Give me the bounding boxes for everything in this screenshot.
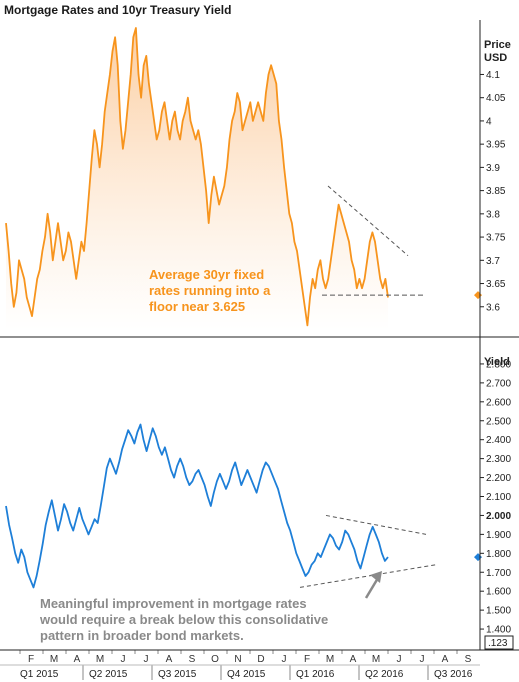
yield-current-label: .123 [488, 638, 508, 649]
yield-tick-label: 2.200 [486, 473, 511, 484]
price-tick-label: 3.8 [486, 209, 500, 220]
quarter-label: Q2 2015 [89, 669, 128, 680]
yield-tick-label: 2.100 [486, 492, 511, 503]
price-axis-title: USD [484, 52, 507, 64]
yield-tick-label: 2.600 [486, 397, 511, 408]
yield-lower-trendline [299, 564, 437, 588]
yield-tick-label: 2.000 [486, 511, 511, 522]
price-axis-title: Price [484, 39, 511, 51]
yield-tick-label: 2.300 [486, 454, 511, 465]
month-label: J [282, 654, 287, 665]
arrow-shaft [364, 577, 380, 599]
price-tick-label: 3.75 [486, 233, 506, 244]
mortgage-rate-line [5, 27, 389, 327]
month-label: J [420, 654, 425, 665]
yield-tick-label: 2.500 [486, 416, 511, 427]
arrow-head-icon [370, 571, 382, 583]
quarter-label: Q4 2015 [227, 669, 266, 680]
month-label: O [211, 654, 219, 665]
upper-annotation-line-1: Average 30yr fixed [149, 267, 264, 282]
month-label: F [304, 654, 310, 665]
mortgage-rate-area [6, 28, 388, 330]
yield-tick-label: 2.800 [486, 359, 511, 370]
yield-tick-label: 1.400 [486, 625, 511, 636]
upper-annotation-line-3: floor near 3.625 [149, 299, 245, 314]
price-tick-label: 3.7 [486, 256, 500, 267]
month-label: M [96, 654, 104, 665]
yield-tick-label: 2.700 [486, 378, 511, 389]
month-label: M [326, 654, 334, 665]
month-label: A [442, 654, 449, 665]
yield-tick-label: 1.600 [486, 587, 511, 598]
month-label: J [144, 654, 149, 665]
yield-tick-label: 1.500 [486, 606, 511, 617]
lower-annotation-line-1: Meaningful improvement in mortgage rates [40, 596, 307, 611]
month-label: N [234, 654, 241, 665]
lower-panel: 1.400 1.500 1.600 1.700 1.800 1.900 2.000 2.100… [5, 356, 511, 636]
month-label: A [74, 654, 81, 665]
month-label: A [166, 654, 173, 665]
quarter-label: Q1 2015 [20, 669, 59, 680]
price-tick-label: 3.6 [486, 302, 500, 313]
x-axis: F M A M J J A S O N D J F M A M J J A S Q1 2015 Q2 2015 Q3 201… [19, 650, 473, 680]
upper-resistance-trendline [327, 185, 409, 257]
yield-tick-label: 1.800 [486, 549, 511, 560]
price-tick-label: 3.95 [486, 140, 506, 151]
price-tick-label: 4 [486, 116, 492, 127]
month-label: M [372, 654, 380, 665]
price-tick-label: 3.9 [486, 163, 500, 174]
yield-tick-label: 1.900 [486, 530, 511, 541]
price-tick-label: 3.65 [486, 279, 506, 290]
month-label: M [50, 654, 58, 665]
month-label: J [397, 654, 402, 665]
month-label: S [189, 654, 196, 665]
yield-upper-trendline [325, 514, 427, 535]
upper-annotation-line-2: rates running into a [149, 283, 271, 298]
yield-tick-label: 2.400 [486, 435, 511, 446]
month-label: A [350, 654, 357, 665]
price-tick-label: 3.85 [486, 186, 506, 197]
quarter-label: Q2 2016 [365, 669, 404, 680]
yield-current-box [484, 635, 514, 650]
chart-title: Mortgage Rates and 10yr Treasury Yield [4, 3, 231, 17]
lower-annotation-line-3: pattern in broader bond markets. [40, 628, 244, 643]
quarter-label: Q3 2015 [158, 669, 197, 680]
lower-annotation-line-2: would require a break below this consoli… [39, 612, 328, 627]
month-label: D [257, 654, 264, 665]
quarter-label: Q3 2016 [434, 669, 473, 680]
month-label: S [465, 654, 472, 665]
month-label: J [121, 654, 126, 665]
quarter-label: Q1 2016 [296, 669, 335, 680]
price-tick-label: 4.05 [486, 93, 506, 104]
month-label: F [28, 654, 34, 665]
upper-panel: 3.6 3.65 3.7 3.75 3.8 3.85 3.9 3.95 4 4.05 4.1 Pric… [5, 27, 511, 330]
price-tick-label: 4.1 [486, 70, 500, 81]
yield-tick-label: 1.700 [486, 568, 511, 579]
treasury-yield-line [5, 423, 389, 589]
yield-axis-title: Yield [484, 356, 510, 368]
